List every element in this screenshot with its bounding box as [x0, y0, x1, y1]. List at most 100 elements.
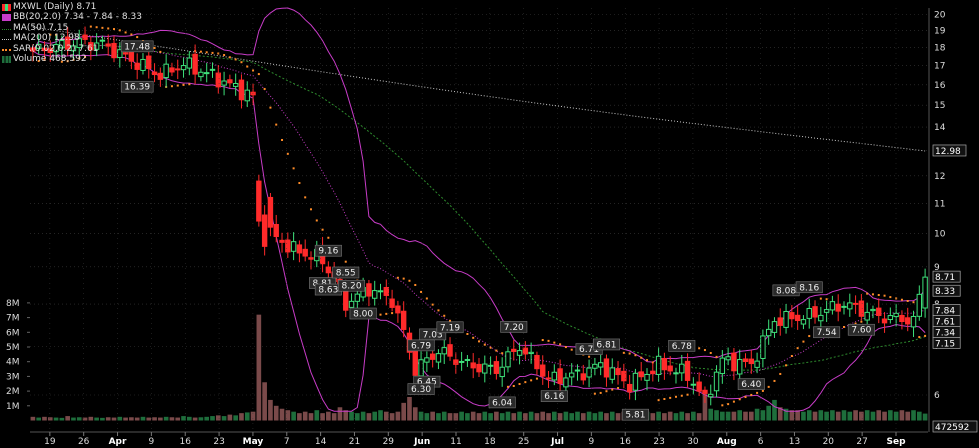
sar-dot [512, 384, 515, 387]
volume-bar [673, 413, 679, 421]
sar-dot [281, 138, 284, 141]
sar-dot [43, 58, 46, 61]
candle-body [348, 300, 355, 308]
sar-dot [547, 339, 550, 342]
sar-dot [663, 398, 666, 401]
volume-bar [818, 410, 824, 421]
sar-dot [223, 54, 226, 57]
sar-dot [524, 381, 527, 384]
volume-bar [696, 413, 702, 421]
volume-tick-label: 2M [6, 387, 20, 397]
sar-dot [785, 364, 788, 367]
candle-body [632, 372, 639, 391]
sar-dot [379, 313, 382, 316]
right-value-label: 12.98 [935, 147, 961, 157]
candle-body [673, 372, 679, 375]
candle-body [505, 351, 511, 368]
volume-bar [720, 411, 725, 421]
candle-body [482, 363, 488, 374]
volume-bar [592, 413, 598, 421]
candle-body [568, 372, 575, 378]
sar-dot [292, 167, 295, 170]
volume-bar [314, 410, 320, 421]
annotation-box [592, 338, 620, 351]
sar-dot [866, 292, 869, 295]
candle-body [429, 353, 436, 360]
annotation-box [332, 266, 360, 279]
annotation-label: 7.20 [504, 323, 524, 333]
candle-body [760, 335, 766, 359]
sar-dot [49, 33, 52, 36]
volume-bar [30, 416, 36, 421]
volume-bar [233, 415, 238, 421]
bb-lower [32, 50, 926, 412]
candlesticks [30, 26, 928, 406]
legend-ma200: MA(200) 12.98 [2, 33, 142, 43]
volume-bar [609, 411, 615, 421]
volume-bar [215, 415, 221, 421]
right-value-label: 7.15 [935, 339, 955, 349]
candle-body [852, 302, 859, 305]
price-axis: 20191817161514131211109876 [928, 8, 946, 432]
candle-body [186, 57, 193, 69]
annotation-label: 6.78 [672, 342, 692, 352]
candle-body [841, 305, 847, 308]
sar-dot [559, 343, 562, 346]
sar-dot [495, 349, 498, 352]
legend-ma50-text: MA(50) 7.15 [13, 22, 69, 33]
volume-bar [882, 411, 887, 421]
time-tick-label: 19 [44, 437, 56, 447]
candle-body [777, 317, 783, 326]
time-tick-label: 27 [856, 437, 867, 447]
candle-body [679, 363, 685, 374]
sar-dot [715, 355, 718, 358]
candle-body [858, 300, 865, 317]
volume-bar [528, 411, 534, 421]
sar-dot [773, 379, 776, 382]
candle-body [198, 71, 204, 78]
volume-bar [523, 413, 528, 421]
candle-body [684, 360, 691, 381]
annotation-label: 7.54 [817, 328, 837, 338]
sar-dot [66, 60, 69, 63]
volume-bar [94, 417, 99, 421]
sar-dot [89, 25, 92, 28]
volume-bar [604, 413, 609, 421]
time-tick-label: 13 [789, 437, 800, 447]
sar-dot [883, 294, 886, 297]
legend-ma50: MA(50) 7.15 [2, 23, 142, 33]
volume-bar [899, 410, 905, 421]
volume-bar [783, 408, 789, 421]
volume-bar [453, 413, 459, 421]
candle-body [511, 348, 517, 352]
candle-body [35, 43, 42, 49]
volume-bar [743, 411, 748, 421]
candle-body [47, 47, 53, 54]
annotation-box [668, 340, 696, 352]
candle-body [887, 315, 894, 321]
annotation-label: 6.30 [411, 385, 431, 395]
annotation-box [407, 383, 435, 395]
volume-bar [876, 410, 882, 421]
price-tick-label: 9 [934, 263, 940, 273]
sar-dot [727, 403, 730, 406]
candle-body [424, 357, 430, 363]
candle-body [88, 42, 94, 51]
sar-dot [478, 340, 480, 343]
sar-dot [553, 341, 556, 344]
volume-bar [76, 417, 82, 421]
time-tick-label: Sep [886, 437, 906, 447]
candle-body [922, 276, 928, 309]
candle-body [325, 266, 332, 274]
volume-bar [470, 411, 476, 421]
candle-body [82, 34, 88, 40]
candle-body [586, 367, 592, 378]
candle-body [354, 293, 361, 302]
annotation-label: 6.71 [579, 345, 599, 355]
volume-bar [580, 413, 586, 421]
volume-bars [30, 314, 928, 421]
volume-bar [53, 417, 59, 421]
volume-bar [308, 413, 314, 421]
volume-bar [459, 411, 464, 421]
candle-body [412, 348, 418, 376]
